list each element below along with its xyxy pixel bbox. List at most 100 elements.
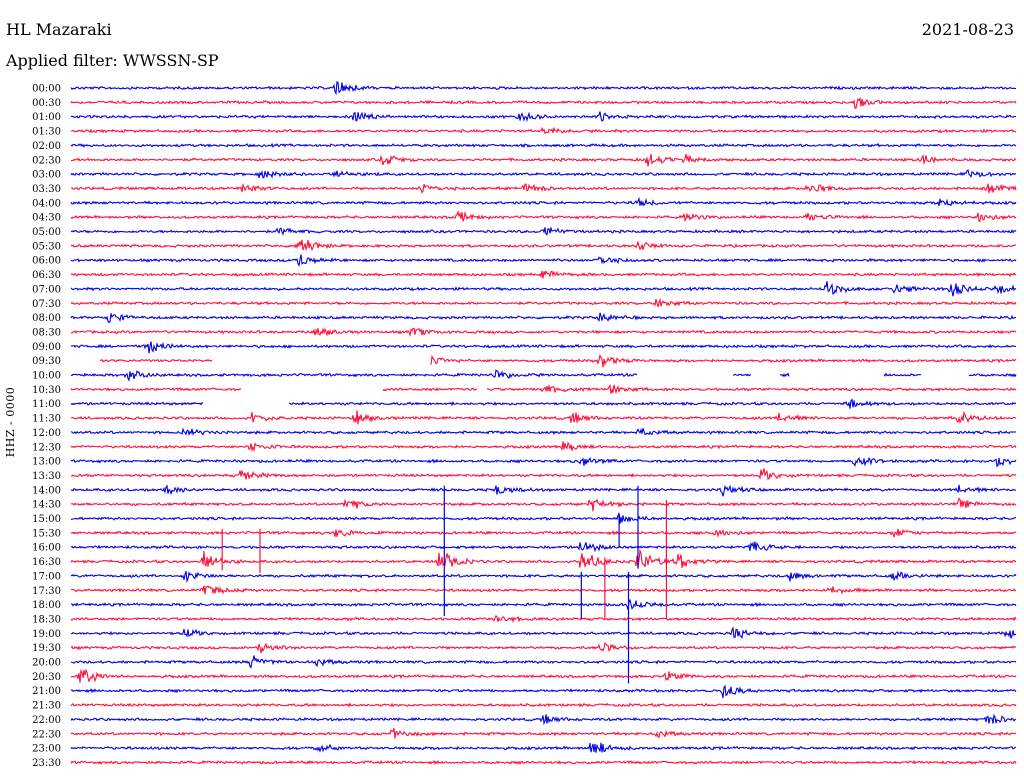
station-title: HL Mazaraki [6,20,112,39]
trace-row-2130 [70,702,1017,708]
row-time-label: 14:30 [32,500,61,511]
row-time-label: 16:00 [32,543,61,554]
trace-row-0930 [99,354,1017,368]
trace-row-0500 [70,225,1017,236]
trace-row-0300 [70,169,1017,179]
row-time-label: 15:00 [32,514,61,525]
trace-row-1200 [70,427,1017,437]
row-time-label: 01:30 [32,127,61,138]
row-time-label: 20:00 [32,658,61,669]
trace-group [70,80,1017,766]
trace-row-0030 [70,96,1017,110]
trace-row-0430 [70,210,1017,223]
row-time-label: 07:30 [32,299,61,310]
row-time-label: 09:30 [32,356,61,367]
trace-row-0330 [70,182,1017,194]
trace-row-1500 [70,512,1016,524]
trace-row-1030 [70,383,1017,395]
trace-row-1830 [70,614,1017,624]
trace-row-0900 [70,341,1017,354]
row-time-label: 02:30 [32,155,61,166]
row-time-label: 23:00 [32,744,61,755]
row-time-label: 12:00 [32,428,61,439]
trace-row-2000 [70,655,1017,669]
trace-row-1430 [70,497,1017,512]
row-time-label: 07:00 [32,284,61,295]
row-time-label: 04:30 [32,213,61,224]
row-time-label: 20:30 [32,672,61,683]
row-time-label: 13:30 [32,471,61,482]
row-time-label: 12:30 [32,442,61,453]
trace-row-1000 [70,369,1017,382]
trace-row-1600 [70,541,1017,553]
row-time-label: 23:30 [32,758,61,769]
trace-row-0200 [70,142,1017,149]
trace-row-0000 [70,80,1017,96]
trace-row-0230 [70,153,1017,167]
trace-row-0600 [70,254,1017,267]
trace-row-1730 [70,585,1017,595]
trace-row-1900 [70,626,1017,639]
row-time-label: 17:30 [32,586,61,597]
trace-row-2200 [70,713,1017,726]
trace-row-0400 [70,196,1017,207]
row-time-label: 00:00 [32,84,61,95]
row-time-label: 09:00 [32,342,61,353]
row-time-label: 10:00 [32,371,61,382]
row-time-label: 00:30 [32,98,61,109]
row-time-label: 15:30 [32,528,61,539]
date-label: 2021-08-23 [921,20,1014,39]
row-time-label: 10:30 [32,385,61,396]
trace-row-2230 [70,728,1017,739]
row-label-group: 00:00 00:30 01:00 01:30 02:00 02:30 03:00 03:30… [32,84,61,769]
trace-row-1100 [70,398,1017,409]
row-time-label: 21:30 [32,701,61,712]
trace-row-1300 [70,456,1017,468]
trace-row-0630 [70,269,1017,279]
trace-row-1800 [70,598,1017,610]
filter-label: Applied filter: WWSSN-SP [6,51,219,70]
row-time-label: 21:00 [32,686,61,697]
row-time-label: 08:00 [32,313,61,324]
row-time-label: 06:00 [32,256,61,267]
trace-row-2030 [70,668,1017,683]
row-time-label: 01:00 [32,112,61,123]
row-time-label: 11:30 [32,414,61,425]
row-time-label: 06:30 [32,270,61,281]
row-time-label: 16:30 [32,557,61,568]
trace-row-1130 [70,410,1016,425]
row-time-label: 05:00 [32,227,61,238]
row-time-label: 13:00 [32,457,61,468]
trace-row-2100 [70,684,1017,699]
row-time-label: 19:00 [32,629,61,640]
row-time-label: 02:00 [32,141,61,152]
trace-row-1530 [70,528,1017,538]
trace-row-0830 [70,327,1017,338]
row-time-label: 11:00 [32,399,61,410]
trace-row-2300 [70,742,1017,753]
trace-row-1700 [70,570,1017,584]
row-time-label: 03:00 [32,170,61,181]
row-time-label: 08:30 [32,327,61,338]
trace-row-0130 [71,126,1017,135]
trace-row-0800 [70,312,1016,324]
row-time-label: 18:00 [32,600,61,611]
trace-row-1930 [70,641,1017,654]
row-time-label: 04:00 [32,198,61,209]
trace-row-0530 [70,239,1017,252]
row-time-label: 05:30 [32,241,61,252]
trace-row-1400 [70,484,1017,497]
row-time-label: 14:00 [32,485,61,496]
trace-row-2330 [70,759,1017,766]
row-time-label: 17:00 [32,571,61,582]
trace-row-1330 [70,468,1017,480]
row-time-label: 19:30 [32,643,61,654]
row-time-label: 03:30 [32,184,61,195]
trace-row-0730 [70,297,1017,308]
trace-row-0700 [70,281,1017,297]
trace-row-0100 [70,111,1017,123]
row-time-label: 22:00 [32,715,61,726]
row-time-label: 18:30 [32,614,61,625]
trace-row-1230 [70,441,1017,453]
